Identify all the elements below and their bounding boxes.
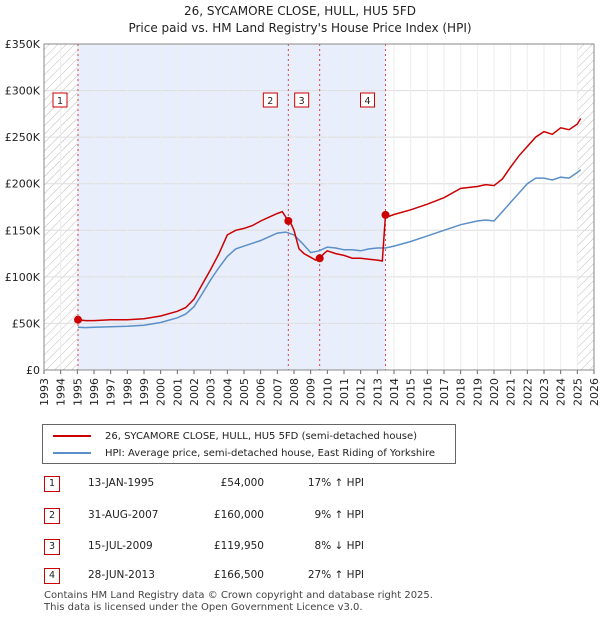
transaction-date: 31-AUG-2007 bbox=[88, 509, 159, 521]
sale-number-label: 4 bbox=[364, 96, 370, 107]
transaction-number: 4 bbox=[44, 568, 60, 584]
x-tick-label: 1997 bbox=[105, 378, 118, 406]
ownership-shaded-region bbox=[78, 44, 386, 370]
plot-frame bbox=[43, 43, 595, 371]
x-tick-label: 2018 bbox=[455, 378, 468, 406]
sale-number-box bbox=[294, 92, 310, 108]
x-tick-label: 2020 bbox=[488, 378, 501, 406]
transaction-number: 2 bbox=[44, 508, 60, 524]
x-tick-label: 2005 bbox=[238, 378, 251, 406]
transaction-price: £54,000 bbox=[220, 477, 264, 489]
y-tick-label: £0 bbox=[26, 364, 40, 377]
x-tick-label: 2001 bbox=[171, 378, 184, 406]
transaction-hpi: 9% ↑ HPI bbox=[314, 509, 364, 521]
sale-point bbox=[315, 254, 324, 263]
transaction-hpi: 27% ↑ HPI bbox=[307, 569, 364, 581]
legend-label-hpi: HPI: Average price, semi-detached house,… bbox=[105, 447, 436, 459]
x-tick-label: 2017 bbox=[438, 378, 451, 406]
footer-copyright: Contains HM Land Registry data © Crown c… bbox=[44, 590, 433, 601]
sale-number-box bbox=[262, 92, 278, 108]
transaction-hpi: 17% ↑ HPI bbox=[307, 477, 364, 489]
price-chart: £0 £50K £100K £150K £200K £250K £300K £350K 1993… bbox=[5, 38, 600, 406]
x-tick-label: 2014 bbox=[388, 378, 401, 406]
x-tick-label: 1995 bbox=[71, 378, 84, 406]
sale-number-label: 1 bbox=[57, 96, 63, 107]
legend-label-property: 26, SYCAMORE CLOSE, HULL, HU5 5FD (semi-… bbox=[105, 430, 418, 442]
y-tick-label: £100K bbox=[5, 271, 41, 284]
x-tick-label: 2009 bbox=[305, 378, 318, 406]
transaction-number: 3 bbox=[44, 539, 60, 555]
transaction-number: 1 bbox=[44, 476, 60, 492]
x-tick-label: 2026 bbox=[588, 378, 600, 406]
y-tick-label: £350K bbox=[5, 38, 41, 51]
x-tick-label: 2008 bbox=[288, 378, 301, 406]
chart-subtitle: Price paid vs. HM Land Registry's House … bbox=[128, 21, 472, 35]
x-tick-label: 1993 bbox=[38, 378, 51, 406]
hpi-line bbox=[77, 169, 582, 329]
sale-point bbox=[74, 315, 82, 324]
x-tick-label: 2004 bbox=[221, 378, 234, 406]
x-tick-label: 2002 bbox=[188, 378, 201, 406]
x-tick-label: 2000 bbox=[155, 378, 168, 406]
legend-item-property: 26, SYCAMORE CLOSE, HULL, HU5 5FD (semi-… bbox=[53, 429, 417, 443]
hatched-region bbox=[577, 44, 594, 370]
transaction-price: £166,500 bbox=[213, 569, 264, 581]
x-tick-label: 2011 bbox=[338, 378, 351, 406]
y-tick-label: £200K bbox=[5, 178, 41, 191]
x-tick-label: 2023 bbox=[538, 378, 551, 406]
transaction-price: £160,000 bbox=[213, 509, 264, 521]
x-tick-label: 2012 bbox=[355, 378, 368, 406]
transaction-date: 13-JAN-1995 bbox=[88, 477, 155, 489]
x-tick-label: 2022 bbox=[521, 378, 534, 406]
sale-point bbox=[381, 210, 390, 219]
x-tick-label: 2016 bbox=[421, 378, 434, 406]
sale-number-label: 3 bbox=[299, 96, 305, 107]
y-tick-label: £50K bbox=[12, 317, 41, 330]
sale-number-box bbox=[52, 92, 68, 108]
sale-point bbox=[284, 216, 293, 225]
transaction-price: £119,950 bbox=[213, 540, 264, 552]
y-tick-label: £250K bbox=[5, 131, 41, 144]
y-tick-label: £150K bbox=[5, 224, 41, 237]
x-tick-label: 2003 bbox=[205, 378, 218, 406]
chart-title: 26, SYCAMORE CLOSE, HULL, HU5 5FD bbox=[183, 4, 417, 18]
sale-number-label: 2 bbox=[267, 96, 273, 107]
x-tick-label: 2013 bbox=[371, 378, 384, 406]
legend-swatch-property bbox=[53, 435, 91, 437]
legend: 26, SYCAMORE CLOSE, HULL, HU5 5FD (semi-… bbox=[42, 424, 456, 464]
x-tick-label: 1996 bbox=[88, 378, 101, 406]
sale-number-box bbox=[360, 92, 375, 108]
x-tick-label: 2019 bbox=[471, 378, 484, 406]
x-tick-label: 2024 bbox=[555, 378, 568, 406]
x-tick-label: 2006 bbox=[255, 378, 268, 406]
x-tick-label: 1998 bbox=[121, 378, 134, 406]
legend-item-hpi: HPI: Average price, semi-detached house,… bbox=[53, 446, 435, 460]
legend-swatch-hpi bbox=[53, 452, 91, 454]
y-tick-label: £300K bbox=[5, 85, 41, 98]
property-price-line bbox=[77, 118, 582, 322]
x-tick-label: 2021 bbox=[505, 378, 518, 406]
transaction-date: 15-JUL-2009 bbox=[88, 540, 153, 552]
footer-licence: This data is licensed under the Open Gov… bbox=[44, 602, 363, 613]
x-tick-label: 1994 bbox=[55, 378, 68, 406]
x-tick-label: 2010 bbox=[321, 378, 334, 406]
transaction-hpi: 8% ↓ HPI bbox=[314, 540, 364, 552]
transaction-date: 28-JUN-2013 bbox=[88, 569, 155, 581]
x-tick-label: 2007 bbox=[271, 378, 284, 406]
x-tick-label: 2015 bbox=[405, 378, 418, 406]
x-tick-label: 1999 bbox=[138, 378, 151, 406]
x-tick-label: 2025 bbox=[571, 378, 584, 406]
